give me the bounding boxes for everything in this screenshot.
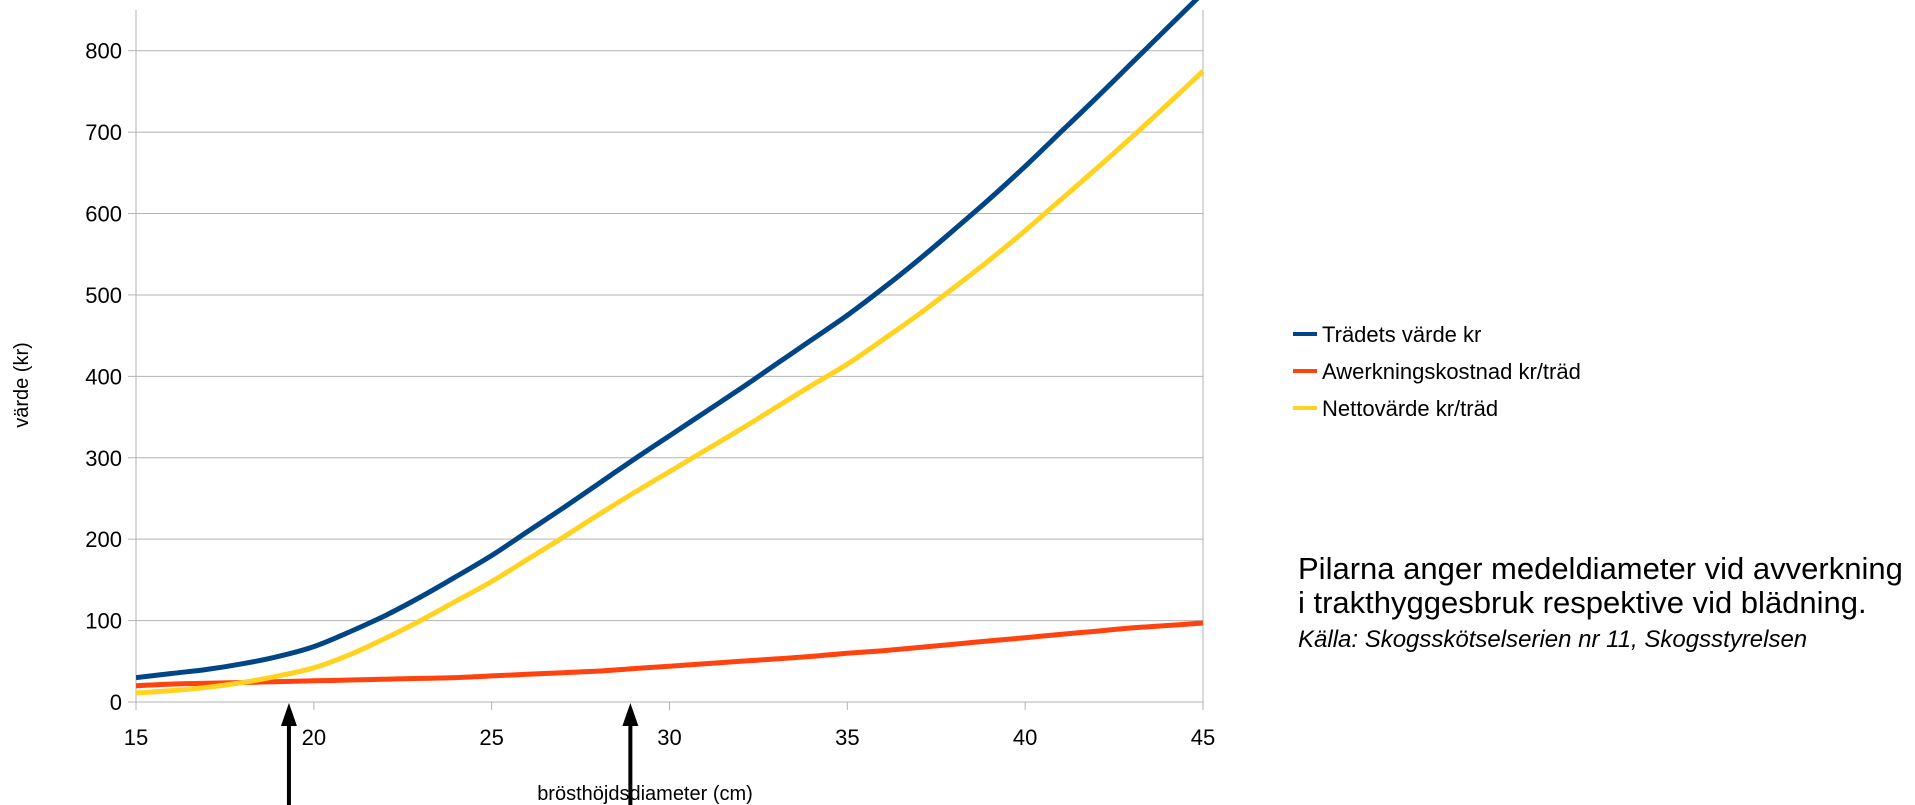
legend-label: Trädets värde kr [1322,322,1481,347]
legend-label: Awerkningskostnad kr/träd [1322,359,1581,384]
y-tick-label: 700 [85,120,122,145]
x-tick-label: 20 [302,725,326,750]
up-arrow [280,703,297,805]
series-line [136,0,1200,681]
x-tick-label: 35 [835,725,859,750]
axes [128,10,1204,710]
y-tick-label: 800 [85,39,122,64]
legend-item: Awerkningskostnad kr/träd [1293,359,1581,384]
x-tick-label: 15 [124,725,148,750]
y-tick-label: 600 [85,202,122,227]
gridlines [136,50,1203,622]
y-tick-label: 400 [85,364,122,389]
arrow-head [622,703,639,726]
y-tick-label: 100 [85,609,122,634]
y-tick-label: 300 [85,446,122,471]
legend-item: Trädets värde kr [1293,322,1481,347]
arrow-head [280,703,297,726]
note-text: Pilarna anger medeldiameter vid avverkni… [1298,551,1903,620]
up-arrow [622,703,639,805]
legend-item: Nettovärde kr/träd [1293,396,1498,421]
y-axis-ticks: 0 100 200 300 400 500 600 700 800 [85,39,122,715]
series-line [136,620,1204,689]
series-line [136,69,1204,696]
x-axis-ticks: 15 20 25 30 35 40 45 [124,725,1215,750]
x-tick-label: 40 [1013,725,1037,750]
y-tick-label: 200 [85,527,122,552]
x-tick-label: 30 [657,725,681,750]
series-lines [136,0,1204,696]
legend: Trädets värde kr Awerkningskostnad kr/trä… [1293,322,1581,421]
legend-label: Nettovärde kr/träd [1322,396,1498,421]
note-source: Källa: Skogsskötselserien nr 11, Skogsst… [1298,626,1808,653]
x-axis-label: brösthöjdsdiameter (cm) [537,783,753,805]
annotation-note: Pilarna anger medeldiameter vid avverkni… [1298,552,1908,657]
y-axis-label: värde (kr) [11,342,33,428]
y-tick-label: 0 [110,690,122,715]
arrow-annotations [280,703,639,805]
y-tick-label: 500 [85,283,122,308]
x-tick-label: 25 [479,725,503,750]
x-tick-label: 45 [1191,725,1215,750]
